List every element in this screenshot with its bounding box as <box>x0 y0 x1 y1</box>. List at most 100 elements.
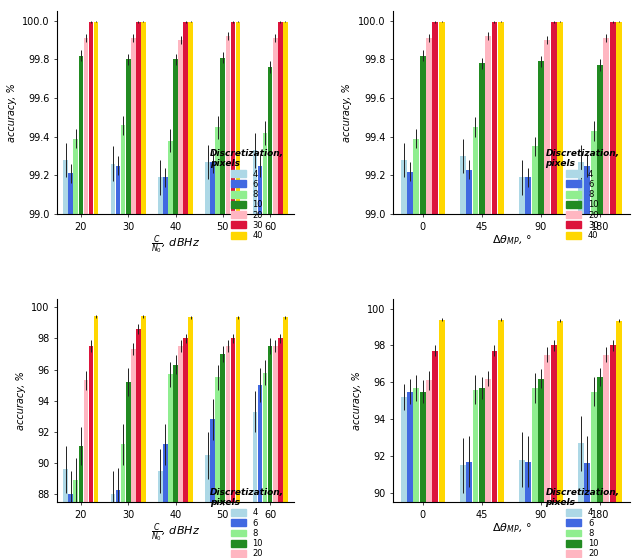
Bar <box>168 374 173 502</box>
Bar <box>538 379 544 502</box>
Bar <box>141 316 146 502</box>
Bar <box>610 22 616 214</box>
Bar <box>121 125 125 214</box>
Bar <box>466 170 472 214</box>
Bar <box>121 445 125 502</box>
Bar <box>211 162 215 214</box>
Bar <box>439 22 445 214</box>
Bar <box>126 382 130 502</box>
Bar <box>616 320 622 502</box>
Bar <box>74 139 78 214</box>
Bar <box>83 381 88 502</box>
Bar <box>205 455 210 502</box>
Bar <box>263 373 267 502</box>
Bar <box>413 388 419 502</box>
Bar <box>273 38 277 214</box>
Bar <box>283 22 287 214</box>
Bar <box>401 160 406 214</box>
Bar <box>226 346 230 502</box>
Bar <box>178 346 183 502</box>
Bar <box>136 22 141 214</box>
Bar <box>136 329 141 502</box>
Bar <box>158 177 163 214</box>
Bar <box>278 338 282 502</box>
Bar <box>498 22 504 214</box>
Y-axis label: accuracy, %: accuracy, % <box>6 83 17 142</box>
Y-axis label: accuracy, %: accuracy, % <box>16 372 25 430</box>
Bar <box>525 461 531 502</box>
Bar <box>111 494 115 502</box>
X-axis label: $\Delta\theta_{MP}$, °: $\Delta\theta_{MP}$, ° <box>492 521 531 535</box>
Bar <box>551 345 556 502</box>
Bar <box>88 22 93 214</box>
Bar <box>216 377 220 502</box>
Bar <box>79 446 83 502</box>
Bar <box>584 464 590 502</box>
Bar <box>74 480 78 502</box>
Bar <box>544 40 550 214</box>
Bar <box>258 166 262 214</box>
Bar <box>163 177 168 214</box>
Bar <box>466 461 472 502</box>
Bar <box>604 355 609 502</box>
Bar <box>83 38 88 214</box>
Bar <box>610 345 616 502</box>
Bar <box>126 60 130 214</box>
Legend: 4, 6, 8, 10, 20, 30, 40: 4, 6, 8, 10, 20, 30, 40 <box>544 486 621 558</box>
Bar <box>273 346 277 502</box>
Bar <box>221 57 225 214</box>
Bar <box>525 177 531 214</box>
Bar <box>93 22 99 214</box>
Bar <box>116 166 120 214</box>
Bar <box>460 156 466 214</box>
Legend: 4, 6, 8, 10, 20, 30, 40: 4, 6, 8, 10, 20, 30, 40 <box>208 486 286 558</box>
Bar <box>263 133 267 214</box>
Bar <box>173 60 178 214</box>
Bar <box>597 377 603 502</box>
Bar <box>479 64 485 214</box>
Bar <box>188 318 193 502</box>
Bar <box>407 171 413 214</box>
Bar <box>163 445 168 502</box>
Bar <box>439 320 445 502</box>
Bar <box>578 443 584 502</box>
Bar <box>131 38 135 214</box>
Bar <box>432 22 438 214</box>
Bar <box>485 379 491 502</box>
X-axis label: $\Delta\theta_{MP}$, °: $\Delta\theta_{MP}$, ° <box>492 233 531 247</box>
Bar <box>183 22 188 214</box>
Bar <box>236 318 240 502</box>
Bar <box>93 316 99 502</box>
Bar <box>141 22 146 214</box>
Bar <box>532 388 537 502</box>
Bar <box>236 22 240 214</box>
Bar <box>131 349 135 502</box>
Bar <box>492 351 497 502</box>
Bar <box>616 22 622 214</box>
X-axis label: $\frac{C}{N_0}$, dBHz: $\frac{C}{N_0}$, dBHz <box>151 233 200 256</box>
Bar <box>551 22 556 214</box>
X-axis label: $\frac{C}{N_0}$, dBHz: $\frac{C}{N_0}$, dBHz <box>151 521 200 544</box>
Bar <box>420 392 425 502</box>
Bar <box>268 346 272 502</box>
Bar <box>221 354 225 502</box>
Bar <box>532 146 537 214</box>
Bar <box>258 385 262 502</box>
Bar <box>178 40 183 214</box>
Bar <box>211 420 215 502</box>
Y-axis label: accuracy, %: accuracy, % <box>352 372 361 430</box>
Bar <box>432 351 438 502</box>
Bar <box>252 150 257 214</box>
Bar <box>116 490 120 502</box>
Bar <box>557 22 563 214</box>
Bar <box>64 469 68 502</box>
Bar <box>479 388 485 502</box>
Bar <box>485 36 491 214</box>
Bar <box>519 460 525 502</box>
Bar <box>216 127 220 214</box>
Y-axis label: accuracy, %: accuracy, % <box>342 83 352 142</box>
Bar <box>64 160 68 214</box>
Bar <box>591 131 597 214</box>
Bar <box>426 381 432 502</box>
Bar <box>205 162 210 214</box>
